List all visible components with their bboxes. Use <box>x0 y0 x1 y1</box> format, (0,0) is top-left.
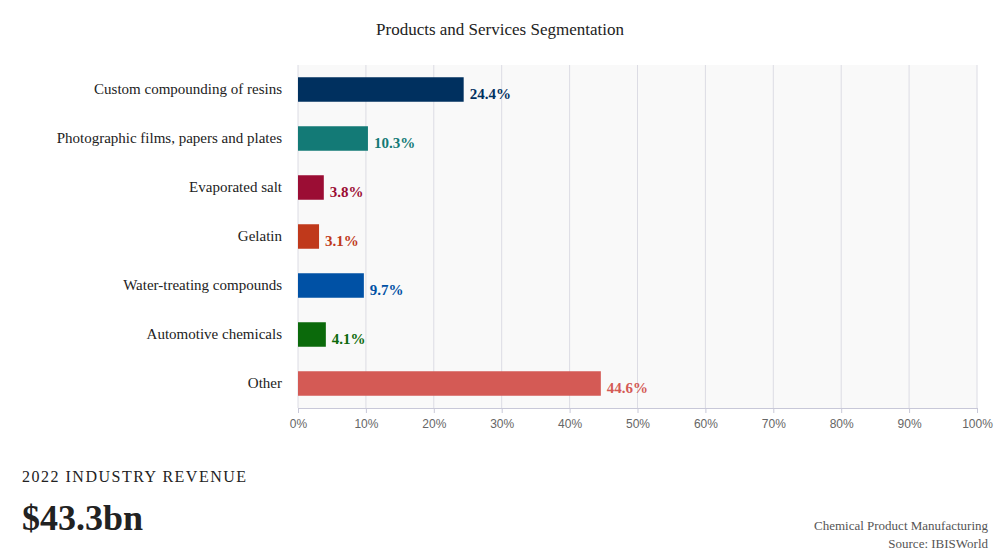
grid-line <box>773 65 774 408</box>
bar <box>298 224 319 249</box>
x-tick: 90% <box>898 408 922 431</box>
y-tick-label: Other <box>248 375 282 391</box>
data-labels: 24.4% 10.3% 3.8% 3.1% 9.7% 4.1% 44.6% <box>325 86 648 396</box>
annotation: 2022 INDUSTRY REVENUE <box>22 468 248 485</box>
annotation: $43.3bn <box>22 498 143 538</box>
x-tick-mark <box>773 408 774 413</box>
y-tick-label: Evaporated salt <box>189 179 283 195</box>
bar <box>298 273 364 298</box>
bar <box>298 175 324 200</box>
x-tick-mark <box>705 408 706 413</box>
plot-background <box>298 65 977 408</box>
bars <box>298 77 601 396</box>
y-tick: Other <box>248 375 298 391</box>
grid-line <box>841 65 842 408</box>
x-tick-mark <box>502 408 503 413</box>
x-tick-label: 30% <box>490 417 514 431</box>
x-tick: 80% <box>830 408 854 431</box>
x-tick-label: 80% <box>830 417 854 431</box>
y-tick: Water-treating compounds <box>123 277 298 293</box>
x-tick: 50% <box>626 408 650 431</box>
grid-line <box>433 65 434 408</box>
x-tick-mark <box>366 408 367 413</box>
x-tick: 60% <box>694 408 718 431</box>
x-tick: 0% <box>290 408 308 431</box>
data-label: 24.4% <box>470 86 511 102</box>
grid-line <box>705 65 706 408</box>
grid <box>298 65 977 408</box>
y-tick-label: Custom compounding of resins <box>94 81 282 97</box>
x-tick-label: 50% <box>626 417 650 431</box>
y-tick-label: Gelatin <box>238 228 283 244</box>
data-label: 44.6% <box>607 380 648 396</box>
x-tick-label: 40% <box>558 417 582 431</box>
y-axis: Custom compounding of resins Photographic… <box>57 81 298 391</box>
x-tick: 40% <box>558 408 582 431</box>
x-tick-mark <box>570 408 571 413</box>
data-label: 4.1% <box>332 331 366 347</box>
grid-line <box>365 65 366 408</box>
y-tick: Gelatin <box>238 228 298 244</box>
bar <box>298 322 326 347</box>
x-tick-mark <box>977 408 978 413</box>
x-tick-label: 60% <box>694 417 718 431</box>
bar <box>298 77 464 102</box>
y-tick: Photographic films, papers and plates <box>57 130 298 146</box>
x-tick-label: 90% <box>898 417 922 431</box>
data-label: 9.7% <box>370 282 404 298</box>
x-axis-line <box>299 409 978 414</box>
x-tick: 10% <box>354 408 378 431</box>
grid-line <box>637 65 638 408</box>
grid-line <box>569 65 570 408</box>
x-tick-label: 0% <box>290 417 308 431</box>
x-tick-mark <box>909 408 910 413</box>
x-tick-label: 100% <box>962 417 993 431</box>
data-label: 3.1% <box>325 233 359 249</box>
x-tick-mark <box>434 408 435 413</box>
bar <box>298 126 368 151</box>
x-tick-label: 20% <box>422 417 446 431</box>
x-tick: 100% <box>962 408 993 431</box>
x-tick-mark <box>841 408 842 413</box>
chart: Products and Services Segmentation 0% 10% 2… <box>0 0 1000 556</box>
grid-line <box>977 65 978 408</box>
title: Products and Services Segmentation <box>376 20 624 39</box>
x-axis: 0% 10% 20% 30% 40% 50% 60% 70% 80% 90% 100% <box>290 408 993 431</box>
x-tick: 20% <box>422 408 446 431</box>
y-tick-label: Photographic films, papers and plates <box>57 130 283 146</box>
y-tick: Custom compounding of resins <box>94 81 298 97</box>
data-label: 3.8% <box>330 184 364 200</box>
y-tick: Evaporated salt <box>189 179 298 195</box>
annotation: Source: IBISWorld <box>888 536 988 551</box>
x-tick: 70% <box>762 408 786 431</box>
y-tick: Automotive chemicals <box>147 326 298 342</box>
x-tick: 30% <box>490 408 514 431</box>
x-tick-label: 70% <box>762 417 786 431</box>
y-tick-label: Water-treating compounds <box>123 277 282 293</box>
x-tick-mark <box>638 408 639 413</box>
bar <box>298 371 601 396</box>
x-tick-label: 10% <box>354 417 378 431</box>
grid-line <box>909 65 910 408</box>
x-tick-mark <box>298 408 299 413</box>
data-label: 10.3% <box>374 135 415 151</box>
y-tick-label: Automotive chemicals <box>147 326 283 342</box>
annotation: Chemical Product Manufacturing <box>814 518 989 533</box>
grid-line <box>501 65 502 408</box>
